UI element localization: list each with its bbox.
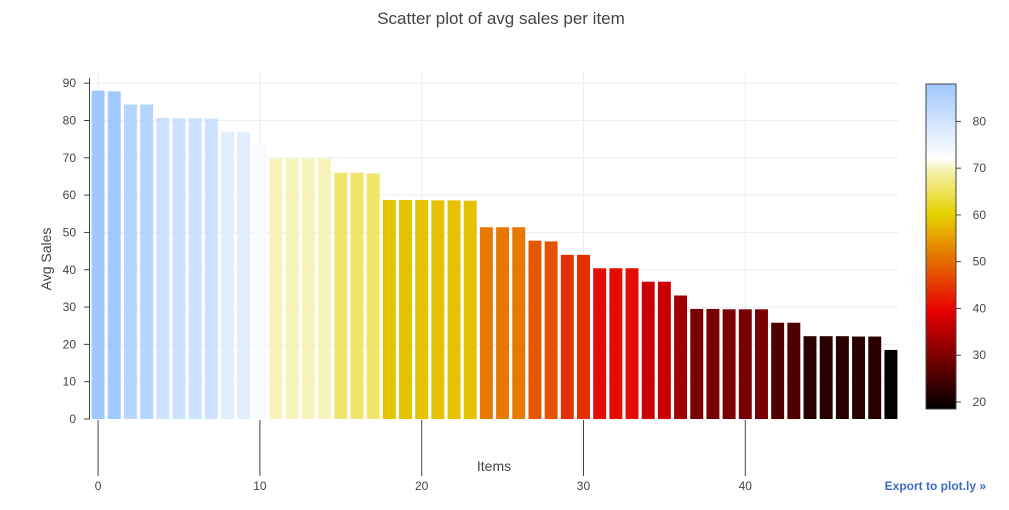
bar[interactable] [722,309,736,419]
y-tick-label: 0 [69,412,76,426]
bar[interactable] [544,241,558,419]
bar[interactable] [706,308,720,419]
bar[interactable] [479,227,493,419]
colorbar-tick-label: 60 [973,208,987,222]
bar[interactable] [528,240,542,419]
bar[interactable] [868,336,882,419]
bar[interactable] [221,131,235,420]
bar[interactable] [609,268,623,419]
bar[interactable] [512,227,526,419]
colorbar-tick-label: 80 [973,114,987,128]
bar[interactable] [253,145,267,419]
bar[interactable] [285,158,299,419]
bar[interactable] [188,118,202,420]
bar[interactable] [674,295,688,419]
bar[interactable] [415,199,429,419]
bar[interactable] [593,268,607,419]
y-tick-label: 20 [63,337,77,351]
bar[interactable] [835,336,849,419]
bar[interactable] [577,254,590,419]
bar[interactable] [123,104,137,419]
y-tick-label: 50 [63,225,77,239]
bar[interactable] [690,308,704,419]
bar[interactable] [625,268,639,419]
bar[interactable] [771,322,785,419]
x-tick-label: 30 [577,479,591,493]
colorbar-tick-label: 30 [973,348,987,362]
colorbar-gradient [925,83,957,410]
bar[interactable] [399,199,412,419]
bar[interactable] [754,309,768,419]
bar[interactable] [657,281,671,419]
x-axis: 0 10 20 30 40 [95,420,753,493]
y-axis-title: Avg Sales [38,228,54,291]
colorbar-tick-label: 40 [973,301,987,315]
colorbar-tick-label: 50 [973,255,987,269]
x-tick-label: 10 [253,479,267,493]
bar[interactable] [334,172,348,419]
x-tick-label: 40 [739,479,753,493]
bar[interactable] [237,131,251,420]
x-axis-title: Items [477,458,511,474]
bar[interactable] [641,281,655,419]
x-tick-label: 0 [95,479,102,493]
bar[interactable] [366,173,380,419]
y-tick-label: 30 [63,300,77,314]
bar[interactable] [156,117,170,419]
bar[interactable] [819,336,833,419]
x-tick-label: 20 [415,479,429,493]
y-tick-label: 60 [63,188,77,202]
colorbar-tick-label: 70 [973,161,987,175]
bars-group [91,90,898,420]
bar[interactable] [447,200,461,419]
y-tick-label: 70 [63,151,77,165]
y-axis: 0 10 20 30 40 50 60 70 80 90 [63,76,90,426]
bar[interactable] [560,254,574,419]
bar[interactable] [172,118,186,420]
bar[interactable] [738,309,752,419]
bar[interactable] [463,200,477,419]
bar[interactable] [382,199,396,419]
bar[interactable] [350,172,364,419]
bar[interactable] [204,118,218,420]
bar[interactable] [803,336,817,419]
bar[interactable] [852,336,866,419]
y-tick-label: 80 [63,114,77,128]
y-tick-label: 40 [63,263,77,277]
bar[interactable] [787,322,801,419]
colorbar-tick-label: 20 [973,395,987,409]
bar[interactable] [884,349,898,419]
y-tick-label: 10 [63,375,77,389]
chart-title: Scatter plot of avg sales per item [377,9,625,28]
bar[interactable] [496,227,510,419]
bar[interactable] [91,90,105,419]
y-tick-label: 90 [63,76,77,90]
bar[interactable] [140,104,154,419]
bar[interactable] [269,158,283,419]
export-to-plotly-link[interactable]: Export to plot.ly » [885,479,987,493]
bar[interactable] [301,158,315,419]
colorbar: 20 30 40 50 60 70 80 [925,83,987,410]
bar[interactable] [107,91,121,419]
bar[interactable] [431,200,445,419]
bar[interactable] [318,158,332,419]
